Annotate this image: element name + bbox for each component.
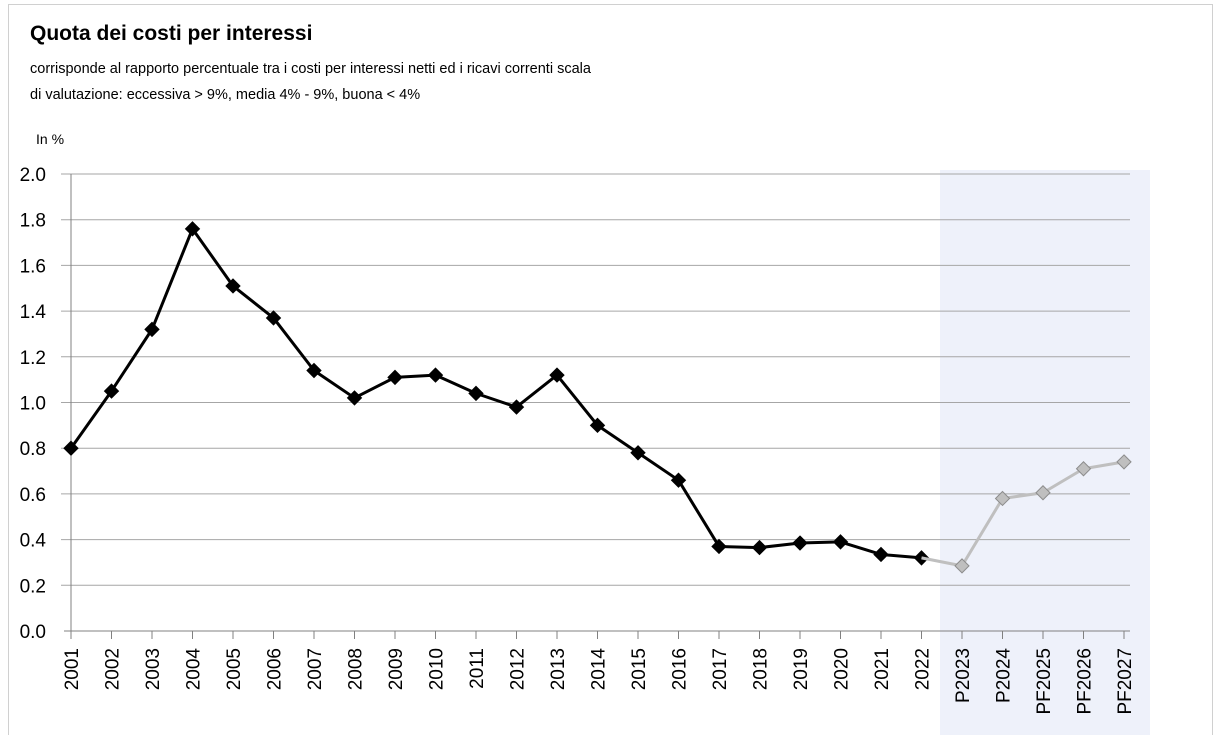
data-point-2005	[225, 278, 241, 294]
axes-layer	[64, 174, 1130, 639]
x-tick-label-2017: 2017	[710, 648, 731, 690]
x-tick-label-PF2027: PF2027	[1115, 648, 1136, 715]
x-tick-label-2018: 2018	[751, 648, 772, 690]
data-point-PF2026	[1075, 461, 1092, 477]
x-tick-label-2022: 2022	[913, 648, 934, 690]
data-point-2021	[873, 546, 889, 563]
y-tick-label-0.2: 0.2	[20, 576, 46, 597]
x-tick-label-2014: 2014	[589, 648, 610, 691]
x-tick-label-2005: 2005	[224, 648, 245, 690]
data-point-2012	[508, 399, 525, 415]
y-tick-label-1.0: 1.0	[20, 394, 46, 415]
y-tick-label-0.6: 0.6	[20, 485, 46, 506]
series-2-line	[921, 460, 1125, 568]
data-point-2014	[589, 417, 606, 434]
y-tick-label-2.0: 2.0	[20, 165, 46, 186]
x-tick-label-2009: 2009	[386, 648, 407, 690]
x-tick-label-P2023: P2023	[953, 648, 974, 703]
x-tick-label-PF2025: PF2025	[1034, 648, 1055, 715]
chart-title: Quota dei costi per interessi	[30, 22, 313, 45]
forecast-band	[940, 170, 1150, 735]
subtitle-line-1: corrisponde al rapporto percentuale tra …	[30, 61, 591, 77]
y-tick-label-0.8: 0.8	[20, 439, 46, 460]
grid-layer	[61, 173, 1130, 586]
y-tick-label-0.0: 0.0	[20, 622, 46, 643]
data-point-2019	[792, 535, 808, 551]
series-1-line	[69, 227, 922, 560]
data-point-PF2027	[1116, 454, 1132, 470]
y-tick-label-1.8: 1.8	[20, 211, 46, 232]
data-point-PF2025	[1035, 485, 1051, 501]
y-tick-label-1.6: 1.6	[20, 256, 46, 277]
data-point-2017	[711, 538, 727, 555]
y-axis-unit-label: In %	[36, 131, 65, 147]
data-point-2004	[184, 221, 201, 237]
tick-labels-layer: 0.0 0.2 0.4 0.6 0.8 1.0 1.2 1.4 1.6 1.8 2.0 2001 200…	[20, 165, 1136, 715]
x-tick-label-2001: 2001	[62, 648, 83, 690]
data-point-P2024	[994, 490, 1011, 507]
data-point-2008	[346, 390, 363, 406]
data-point-2013	[549, 367, 565, 383]
data-point-2010	[427, 367, 444, 383]
data-point-2015	[630, 445, 646, 461]
data-point-2009	[387, 369, 403, 386]
data-point-2003	[144, 321, 160, 338]
x-tick-label-2008: 2008	[346, 648, 367, 690]
chart-subtitle: corrisponde al rapporto percentuale tra …	[30, 56, 591, 108]
x-tick-label-PF2026: PF2026	[1075, 648, 1096, 715]
x-tick-label-2006: 2006	[265, 648, 286, 690]
series-layer	[63, 221, 1132, 574]
subtitle-line-2: di valutazione: eccessiva > 9%, media 4%…	[30, 87, 421, 103]
x-tick-label-2003: 2003	[143, 648, 164, 690]
data-point-2016	[670, 472, 687, 488]
data-point-2007	[306, 362, 322, 379]
x-tick-label-2021: 2021	[872, 648, 893, 690]
y-tick-label-1.2: 1.2	[20, 348, 46, 369]
chart-frame	[8, 4, 1213, 735]
x-tick-label-P2024: P2024	[994, 648, 1015, 703]
data-point-2018	[751, 539, 768, 556]
x-tick-label-2019: 2019	[791, 648, 812, 690]
y-tick-label-1.4: 1.4	[20, 302, 47, 323]
x-tick-label-2010: 2010	[427, 648, 448, 690]
x-tick-label-2013: 2013	[548, 648, 569, 690]
x-tick-label-2016: 2016	[670, 648, 691, 690]
x-tick-label-2007: 2007	[305, 648, 326, 690]
x-tick-label-2012: 2012	[508, 648, 529, 690]
data-point-2001	[63, 440, 79, 456]
forecast-band-layer	[940, 170, 1150, 735]
x-tick-label-2015: 2015	[629, 648, 650, 690]
data-point-2011	[468, 385, 484, 402]
data-point-2006	[265, 310, 282, 326]
y-tick-label-0.4: 0.4	[20, 531, 47, 552]
data-point-2020	[832, 534, 849, 550]
x-tick-label-2020: 2020	[832, 648, 853, 690]
data-point-P2023	[954, 558, 970, 574]
x-tick-label-2004: 2004	[184, 648, 205, 691]
x-tick-label-2011: 2011	[467, 648, 488, 689]
x-tick-label-2002: 2002	[103, 648, 124, 690]
data-point-2002	[103, 383, 120, 399]
